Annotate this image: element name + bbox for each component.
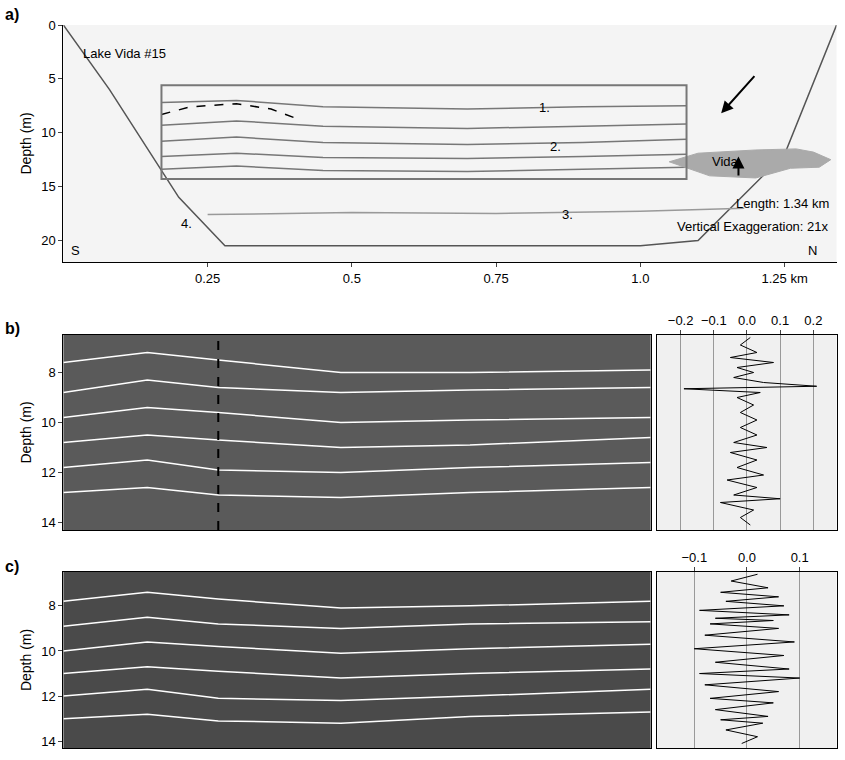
svg-text:1.0: 1.0 (631, 271, 649, 286)
svg-text:0.75: 0.75 (483, 271, 508, 286)
svg-text:−0.1: −0.1 (701, 313, 727, 328)
svg-text:12: 12 (41, 465, 55, 480)
svg-text:10: 10 (41, 125, 55, 140)
svg-text:10: 10 (41, 644, 55, 659)
svg-text:Depth (m): Depth (m) (18, 401, 34, 463)
svg-text:8: 8 (49, 598, 56, 613)
svg-text:20: 20 (41, 233, 55, 248)
svg-text:10: 10 (41, 415, 55, 430)
svg-text:1.25 km: 1.25 km (762, 271, 808, 286)
svg-text:0.2: 0.2 (804, 313, 822, 328)
svg-text:c): c) (5, 558, 19, 575)
svg-text:0.0: 0.0 (738, 550, 756, 565)
svg-text:0.1: 0.1 (771, 313, 789, 328)
svg-text:2.: 2. (550, 139, 561, 154)
svg-text:−0.1: −0.1 (681, 550, 707, 565)
svg-text:12: 12 (41, 689, 55, 704)
svg-text:b): b) (5, 320, 20, 337)
svg-text:3.: 3. (562, 207, 573, 222)
svg-text:Vertical Exaggeration: 21x: Vertical Exaggeration: 21x (677, 219, 829, 234)
svg-text:Lake Vida #15: Lake Vida #15 (83, 46, 166, 61)
svg-text:Depth (m): Depth (m) (18, 112, 34, 174)
svg-text:1.: 1. (539, 100, 550, 115)
svg-text:a): a) (5, 6, 19, 23)
svg-text:14: 14 (41, 515, 55, 530)
svg-text:−0.2: −0.2 (668, 313, 694, 328)
svg-text:15: 15 (41, 179, 55, 194)
svg-text:Vida: Vida (712, 154, 739, 169)
svg-text:4.: 4. (181, 216, 192, 231)
svg-text:S: S (71, 243, 80, 258)
svg-text:0.25: 0.25 (195, 271, 220, 286)
svg-text:Depth (m): Depth (m) (18, 629, 34, 691)
svg-text:5: 5 (49, 71, 56, 86)
svg-text:Length: 1.34 km: Length: 1.34 km (736, 196, 829, 211)
svg-text:0.5: 0.5 (343, 271, 361, 286)
svg-text:0.1: 0.1 (791, 550, 809, 565)
svg-text:14: 14 (41, 734, 55, 749)
svg-text:0.0: 0.0 (738, 313, 756, 328)
svg-text:8: 8 (49, 365, 56, 380)
svg-text:N: N (808, 243, 817, 258)
svg-text:0: 0 (49, 18, 56, 33)
